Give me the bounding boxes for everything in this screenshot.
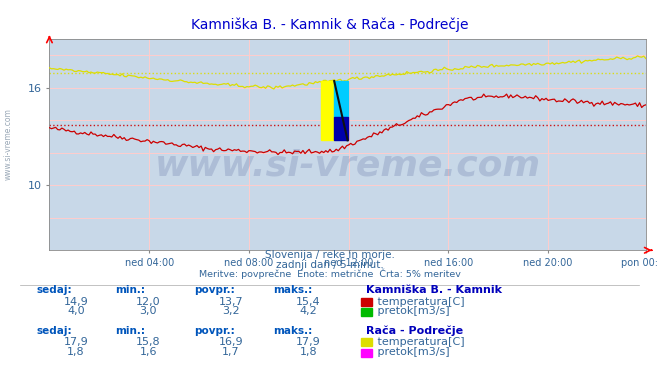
Text: 15,4: 15,4 (296, 296, 321, 307)
Text: 3,2: 3,2 (222, 306, 239, 316)
Text: 14,9: 14,9 (63, 296, 88, 307)
Text: zadnji dan / 5 minut.: zadnji dan / 5 minut. (275, 260, 384, 270)
Text: 17,9: 17,9 (296, 336, 321, 346)
Text: 15,8: 15,8 (136, 336, 161, 346)
Text: povpr.:: povpr.: (194, 285, 235, 295)
Text: 16,9: 16,9 (218, 336, 243, 346)
Text: www.si-vreme.com: www.si-vreme.com (155, 149, 540, 183)
Text: 4,0: 4,0 (67, 306, 84, 316)
Text: maks.:: maks.: (273, 326, 313, 336)
Text: www.si-vreme.com: www.si-vreme.com (4, 109, 13, 180)
Text: temperatura[C]: temperatura[C] (374, 336, 465, 346)
Bar (321, 81, 334, 140)
Text: 1,7: 1,7 (222, 347, 239, 357)
Text: maks.:: maks.: (273, 285, 313, 295)
Text: temperatura[C]: temperatura[C] (374, 296, 465, 307)
Text: 1,8: 1,8 (300, 347, 317, 357)
Text: 13,7: 13,7 (218, 296, 243, 307)
Text: 3,0: 3,0 (140, 306, 157, 316)
Text: Kamniška B. - Kamnik: Kamniška B. - Kamnik (366, 285, 501, 295)
Text: Meritve: povprečne  Enote: metrične  Črta: 5% meritev: Meritve: povprečne Enote: metrične Črta:… (198, 269, 461, 279)
Bar (334, 81, 348, 117)
Text: pretok[m3/s]: pretok[m3/s] (374, 306, 450, 316)
Text: povpr.:: povpr.: (194, 326, 235, 336)
Text: 12,0: 12,0 (136, 296, 161, 307)
Text: 4,2: 4,2 (300, 306, 317, 316)
Text: Slovenija / reke in morje.: Slovenija / reke in morje. (264, 250, 395, 260)
Text: min.:: min.: (115, 285, 146, 295)
Text: Rača - Podrečje: Rača - Podrečje (366, 325, 463, 336)
Text: sedaj:: sedaj: (36, 285, 72, 295)
Text: 1,6: 1,6 (140, 347, 157, 357)
Text: pretok[m3/s]: pretok[m3/s] (374, 347, 450, 357)
Bar (334, 117, 348, 140)
Text: 17,9: 17,9 (63, 336, 88, 346)
Text: 1,8: 1,8 (67, 347, 84, 357)
Text: min.:: min.: (115, 326, 146, 336)
Text: Kamniška B. - Kamnik & Rača - Podrečje: Kamniška B. - Kamnik & Rača - Podrečje (190, 17, 469, 32)
Text: sedaj:: sedaj: (36, 326, 72, 336)
